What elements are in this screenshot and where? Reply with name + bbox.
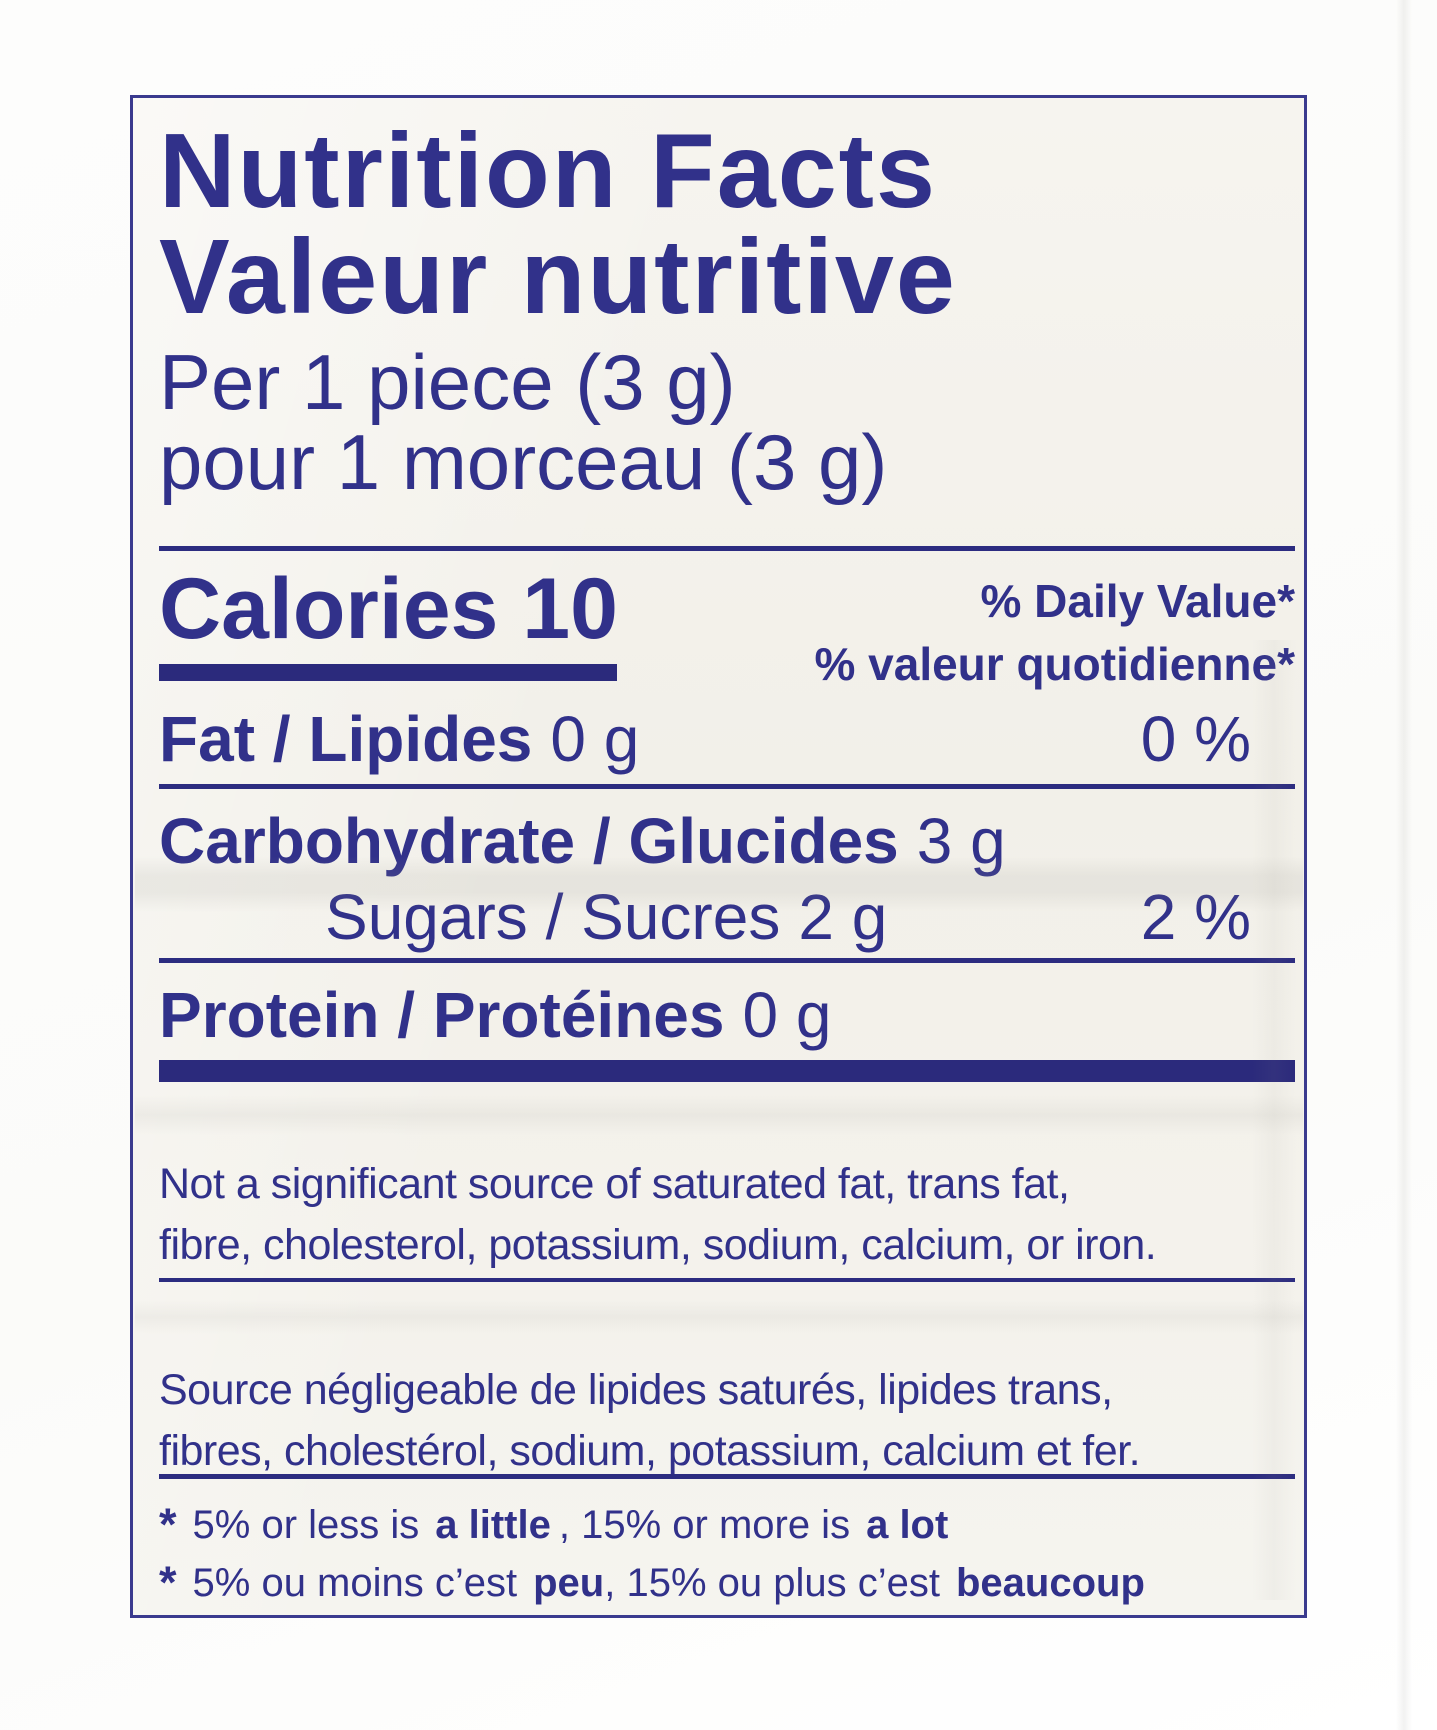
sugars-amount: 2 g (798, 881, 888, 953)
footnote-french: * 5% ou moins c’est peu, 15% ou plus c’est… (159, 1554, 1295, 1608)
nutrition-facts-label: Nutrition Facts Valeur nutritive Per 1 p… (130, 95, 1307, 1618)
divider-above-footnotes (159, 1474, 1295, 1479)
note-french-line2: fibres, cholestérol, sodium, potassium, … (159, 1427, 1141, 1476)
footnote-english-mid: , 15% or more is (558, 1503, 851, 1547)
divider-below-english-note (159, 1278, 1295, 1282)
nutrient-row-fat: Fat / Lipides 0 g 0 % (159, 703, 1295, 775)
calories-underline-bar (159, 664, 617, 681)
daily-value-header-french: % valeur quotidienne* (814, 638, 1295, 691)
fat-amount: 0 g (550, 703, 640, 775)
plastic-crease-vertical (1396, 0, 1412, 1730)
protein-name: Protein / Protéines (159, 979, 725, 1051)
footnote-french-beaucoup: beaucoup (955, 1561, 1145, 1605)
footnote-french-lead: 5% ou moins c’est (192, 1561, 518, 1605)
insignificant-source-note-english: Not a significant source of saturated fa… (159, 1154, 1295, 1276)
note-english-line1: Not a significant source of saturated fa… (159, 1160, 1070, 1208)
footnote-english-lead: 5% or less is (192, 1503, 420, 1547)
calories-amount: 10 (522, 561, 618, 657)
title-french: Valeur nutritive (159, 218, 957, 336)
daily-value-header-english: % Daily Value* (980, 575, 1296, 627)
divider-above-calories (159, 546, 1295, 551)
footnote-english-a-little: a little (435, 1503, 551, 1547)
footnote-english-a-lot: a lot (866, 1503, 949, 1547)
note-english-line2: fibre, cholesterol, potassium, sodium, c… (159, 1221, 1157, 1270)
calories-value: Calories 10 (159, 566, 618, 652)
footnote-english: * 5% or less is a little, 15% or more is a … (159, 1496, 1295, 1550)
nutrient-row-carbohydrate: Carbohydrate / Glucides 3 g (159, 806, 1295, 876)
protein-amount: 0 g (742, 979, 832, 1051)
fat-daily-value: 0 % (1140, 703, 1251, 775)
footnote-french-mid: , 15% ou plus c’est (604, 1561, 940, 1605)
calories-label: Calories (159, 561, 499, 657)
serving-size-french: pour 1 morceau (3 g) (159, 418, 888, 506)
asterisk-icon: * (159, 1499, 177, 1550)
insignificant-source-note-french: Source négligeable de lipides saturés, l… (159, 1360, 1295, 1482)
fat-name: Fat / Lipides (159, 703, 533, 775)
asterisk-icon: * (159, 1557, 177, 1608)
nutrient-row-protein: Protein / Protéines 0 g (159, 980, 1295, 1050)
divider-below-sugars (159, 958, 1295, 963)
note-french-line1: Source négligeable de lipides saturés, l… (159, 1366, 1113, 1414)
carbohydrate-name: Carbohydrate / Glucides (159, 805, 899, 877)
sugars-name: Sugars / Sucres (325, 881, 781, 953)
sugars-daily-value: 2 % (1140, 881, 1251, 953)
nutrient-row-sugars: Sugars / Sucres 2 g 2 % (159, 881, 1295, 953)
carbohydrate-amount: 3 g (916, 805, 1006, 877)
footnote-french-peu: peu (533, 1561, 605, 1605)
serving-size-english: Per 1 piece (3 g) (159, 338, 736, 426)
calories-row: Calories 10 % Daily Value* % valeur quot… (159, 566, 1295, 697)
title-english: Nutrition Facts (159, 112, 937, 230)
daily-value-header: % Daily Value* % valeur quotidienne* (814, 570, 1295, 697)
protein-thick-bar (159, 1060, 1295, 1082)
divider-below-fat (159, 784, 1295, 789)
